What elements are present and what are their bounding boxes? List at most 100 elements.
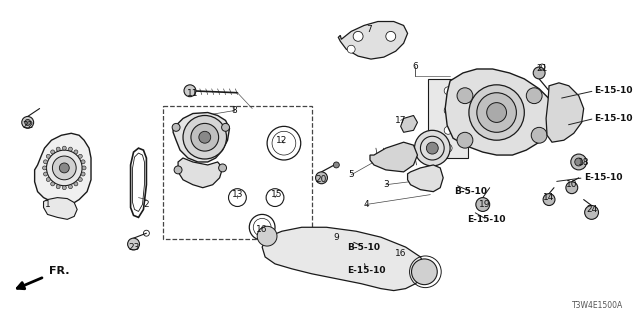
Polygon shape xyxy=(173,113,230,162)
Circle shape xyxy=(81,172,85,176)
Circle shape xyxy=(46,178,51,181)
Text: 7: 7 xyxy=(366,25,372,34)
Text: 19: 19 xyxy=(479,200,490,209)
Circle shape xyxy=(184,85,196,97)
Circle shape xyxy=(22,116,34,128)
Text: 6: 6 xyxy=(413,61,419,70)
Circle shape xyxy=(78,178,83,181)
Circle shape xyxy=(191,124,219,151)
Text: E-15-10: E-15-10 xyxy=(584,173,622,182)
Circle shape xyxy=(257,226,277,246)
Circle shape xyxy=(457,88,473,104)
Circle shape xyxy=(25,119,31,125)
Circle shape xyxy=(68,147,72,151)
Circle shape xyxy=(51,150,54,154)
Text: 16: 16 xyxy=(257,225,268,234)
Circle shape xyxy=(353,31,363,41)
Text: 3: 3 xyxy=(383,180,388,189)
Circle shape xyxy=(74,150,78,154)
Polygon shape xyxy=(408,165,443,192)
Circle shape xyxy=(531,127,547,143)
Circle shape xyxy=(51,182,54,186)
Circle shape xyxy=(44,160,47,164)
Circle shape xyxy=(316,172,328,184)
Text: B-5-10: B-5-10 xyxy=(454,187,488,196)
Circle shape xyxy=(476,197,490,212)
Text: 2: 2 xyxy=(143,200,149,209)
Text: 20: 20 xyxy=(316,175,327,184)
Circle shape xyxy=(566,182,578,194)
Text: 21: 21 xyxy=(536,65,548,74)
Circle shape xyxy=(426,142,438,154)
Circle shape xyxy=(174,166,182,174)
Polygon shape xyxy=(44,197,77,219)
Circle shape xyxy=(444,107,452,115)
Polygon shape xyxy=(445,69,552,155)
Bar xyxy=(428,79,468,158)
Circle shape xyxy=(62,146,67,150)
Text: 12: 12 xyxy=(276,136,287,145)
Text: E-15-10: E-15-10 xyxy=(347,266,385,275)
Circle shape xyxy=(469,85,524,140)
Text: 14: 14 xyxy=(543,193,555,202)
Circle shape xyxy=(543,194,555,205)
Circle shape xyxy=(412,259,437,285)
Circle shape xyxy=(415,130,450,166)
Text: 17: 17 xyxy=(395,116,406,125)
Circle shape xyxy=(575,158,582,166)
Circle shape xyxy=(60,163,69,173)
Circle shape xyxy=(74,182,78,186)
Text: 9: 9 xyxy=(333,233,339,242)
Text: 1: 1 xyxy=(45,200,51,209)
Circle shape xyxy=(56,185,60,189)
Circle shape xyxy=(219,164,227,172)
Circle shape xyxy=(42,166,47,170)
Circle shape xyxy=(183,116,227,159)
Polygon shape xyxy=(401,116,417,132)
Text: FR.: FR. xyxy=(49,266,70,276)
Circle shape xyxy=(444,126,452,134)
Text: E-15-10: E-15-10 xyxy=(595,86,633,95)
Circle shape xyxy=(585,205,598,219)
Text: T3W4E1500A: T3W4E1500A xyxy=(572,301,623,310)
Circle shape xyxy=(333,162,339,168)
Circle shape xyxy=(81,160,85,164)
Bar xyxy=(163,106,312,239)
Circle shape xyxy=(571,154,587,170)
Text: 15: 15 xyxy=(271,190,283,199)
Circle shape xyxy=(221,124,230,131)
Polygon shape xyxy=(262,227,426,291)
Text: 18: 18 xyxy=(578,158,589,167)
Text: E-15-10: E-15-10 xyxy=(467,215,506,224)
Circle shape xyxy=(444,144,452,152)
Text: 10: 10 xyxy=(566,180,577,189)
Polygon shape xyxy=(339,21,408,59)
Text: 4: 4 xyxy=(364,200,369,209)
Circle shape xyxy=(533,67,545,79)
Circle shape xyxy=(457,132,473,148)
Circle shape xyxy=(82,166,86,170)
Circle shape xyxy=(386,31,396,41)
Polygon shape xyxy=(178,158,223,188)
Text: 16: 16 xyxy=(395,250,406,259)
Polygon shape xyxy=(546,83,584,142)
Circle shape xyxy=(44,172,47,176)
Text: 24: 24 xyxy=(586,205,597,214)
Circle shape xyxy=(526,88,542,104)
Text: 8: 8 xyxy=(232,106,237,115)
Text: 5: 5 xyxy=(348,170,354,179)
Circle shape xyxy=(68,185,72,189)
Circle shape xyxy=(127,238,140,250)
Text: 13: 13 xyxy=(232,190,243,199)
Circle shape xyxy=(56,147,60,151)
Circle shape xyxy=(47,150,82,186)
Circle shape xyxy=(477,93,516,132)
Text: B-5-10: B-5-10 xyxy=(348,243,381,252)
Circle shape xyxy=(46,154,51,158)
Circle shape xyxy=(78,154,83,158)
Text: 11: 11 xyxy=(187,89,198,98)
Circle shape xyxy=(172,124,180,131)
Text: 23: 23 xyxy=(128,243,140,252)
Polygon shape xyxy=(370,142,417,172)
Circle shape xyxy=(199,131,211,143)
